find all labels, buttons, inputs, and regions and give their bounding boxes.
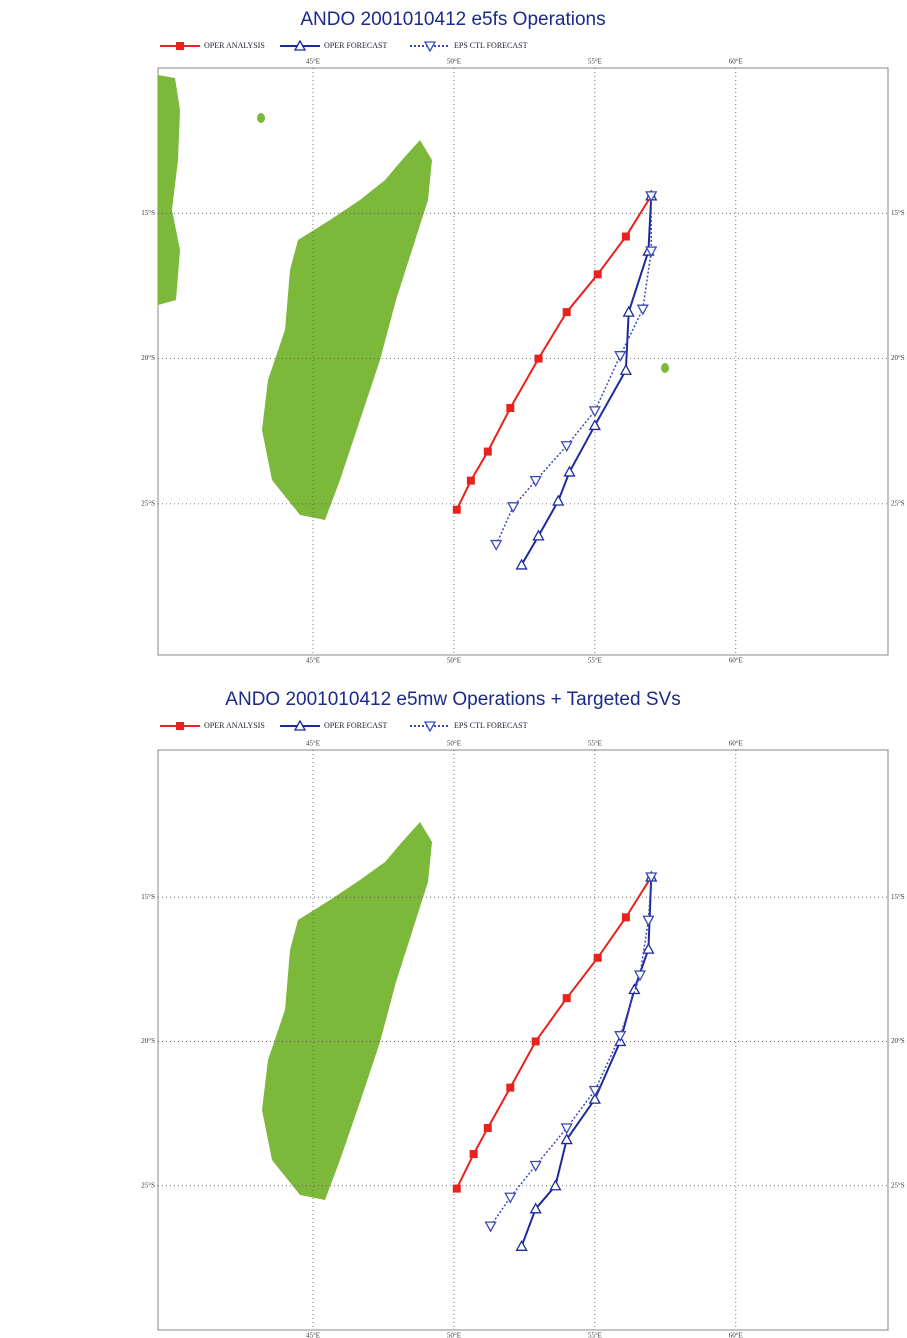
x-tick-label: 60°E [729,657,743,665]
track-point [491,541,501,550]
africa-coast [158,75,180,305]
track-point [590,407,600,416]
track-point [517,560,527,569]
track-point [563,994,571,1002]
track-point [635,971,645,980]
chart-title: ANDO 2001010412 e5mw Operations + Target… [225,689,680,710]
legend-label: OPER FORECAST [324,721,387,730]
x-tick-label: 50°E [447,740,461,748]
track-point [615,352,625,361]
track-point [563,308,571,316]
y-tick-label: 20°S [891,1037,905,1045]
track-point [594,270,602,278]
x-tick-label: 45°E [306,740,320,748]
y-tick-label: 15°S [891,893,905,901]
track-point [531,477,541,486]
track-point [594,954,602,962]
track-point [643,916,653,925]
track-point [550,1181,560,1190]
track-point [470,1150,478,1158]
chart-title: ANDO 2001010412 e5fs Operations [300,9,605,30]
madagascar [262,822,432,1200]
track-point [453,506,461,514]
y-tick-label: 20°S [141,1037,155,1045]
track-point [484,448,492,456]
y-tick-label: 15°S [141,209,155,217]
track-point [506,404,514,412]
y-tick-label: 25°S [141,500,155,508]
track-point [531,1162,541,1171]
track-point [508,503,518,512]
legend-label: EPS CTL FORECAST [454,721,528,730]
y-tick-label: 25°S [141,1181,155,1189]
track-point [534,531,544,540]
track-point [622,233,630,241]
legend-marker [176,722,184,730]
track-point [638,305,648,314]
x-tick-label: 55°E [588,657,602,665]
track-point [467,477,475,485]
x-tick-label: 55°E [588,1332,602,1338]
y-tick-label: 25°S [891,1181,905,1189]
legend-label: OPER FORECAST [324,41,387,50]
track-point [505,1193,515,1202]
x-tick-label: 45°E [306,1332,320,1338]
track-point [622,913,630,921]
track-point [535,355,543,363]
x-tick-label: 60°E [729,58,743,66]
track-point [562,1124,572,1133]
page: ANDO 2001010412 e5fs Operations 45°E 45°E 5… [0,0,907,1338]
track-point [453,1185,461,1193]
track-point [615,1032,625,1041]
x-tick-label: 45°E [306,58,320,66]
madagascar [262,140,432,520]
track-line [522,196,652,565]
legend-label: EPS CTL FORECAST [454,41,528,50]
track-point [517,1241,527,1250]
track-line [491,877,652,1226]
track-line [522,877,652,1246]
track-point [624,307,634,316]
track-point [565,467,575,476]
track-point [506,1084,514,1092]
track-point [621,365,631,374]
track-point [553,496,563,505]
x-tick-label: 60°E [729,740,743,748]
y-tick-label: 20°S [141,354,155,362]
island [257,113,265,123]
y-tick-label: 25°S [891,500,905,508]
island [661,363,669,373]
y-tick-label: 15°S [141,893,155,901]
x-tick-label: 50°E [447,58,461,66]
x-tick-label: 45°E [306,657,320,665]
legend-label: OPER ANALYSIS [204,721,265,730]
x-tick-label: 55°E [588,58,602,66]
y-tick-label: 15°S [891,209,905,217]
y-tick-label: 20°S [891,354,905,362]
x-tick-label: 50°E [447,657,461,665]
track-point [590,420,600,429]
x-tick-label: 55°E [588,740,602,748]
track-point [486,1222,496,1231]
track-point [532,1037,540,1045]
x-tick-label: 60°E [729,1332,743,1338]
legend-marker [176,42,184,50]
x-tick-label: 50°E [447,1332,461,1338]
legend-label: OPER ANALYSIS [204,41,265,50]
track-point [484,1124,492,1132]
